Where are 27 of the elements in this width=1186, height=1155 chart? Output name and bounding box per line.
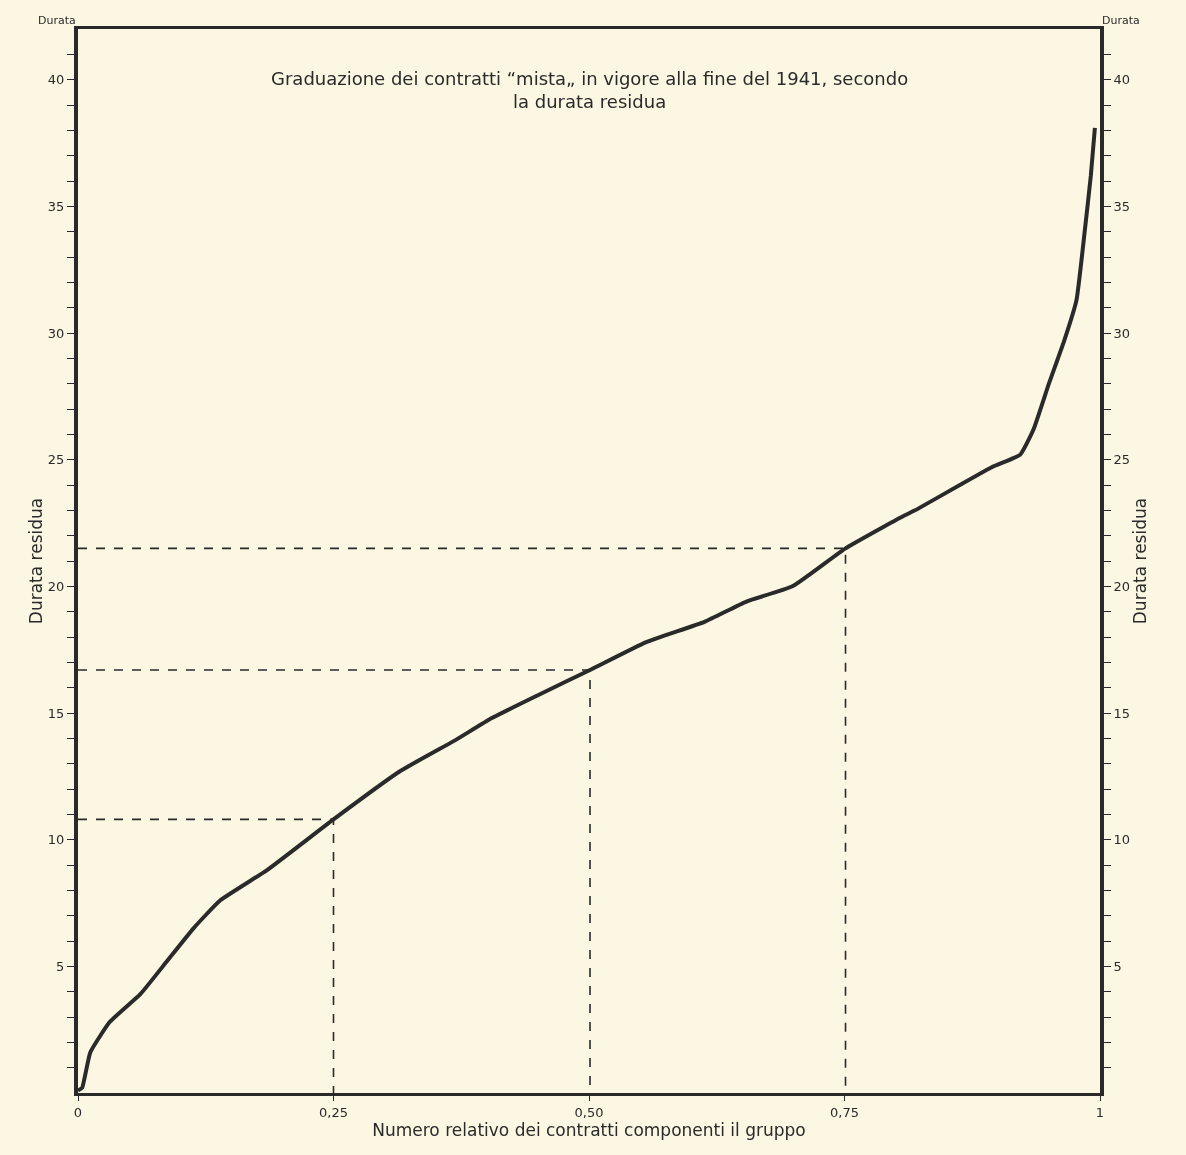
- y-tick-label: 5: [56, 958, 65, 974]
- y2-tick-label: 25: [1113, 452, 1131, 468]
- y2-tick-label: 40: [1113, 72, 1131, 88]
- y-tick-label: 10: [47, 832, 65, 848]
- y-tick-label: 35: [47, 198, 65, 214]
- y2-tick-label: 35: [1113, 198, 1131, 214]
- x-tick-label: 0,25: [319, 1104, 348, 1120]
- y-tick-label: 40: [47, 72, 65, 88]
- x-tick-label: 0: [73, 1104, 83, 1120]
- y2-tick-label: 15: [1113, 705, 1131, 721]
- y-tick-label: 30: [47, 325, 65, 341]
- y2-tick-label: 5: [1113, 958, 1122, 974]
- y2-axis-title: Durata residua: [1130, 497, 1151, 625]
- y2-tick-label: 20: [1113, 578, 1131, 594]
- y-tick-label: 20: [47, 578, 65, 594]
- y2-tick-label: 30: [1113, 325, 1131, 341]
- y-tick-label: 25: [47, 452, 65, 468]
- text: Graduazione dei contratti “mista„ in vigore alla fine del 1941, secondo la durata residua: [271, 68, 909, 113]
- x-axis-title: Numero relativo dei contratti componenti il gruppo: [372, 1119, 806, 1140]
- y2-tick-label: 10: [1113, 832, 1131, 848]
- text: Durata: [1102, 14, 1140, 27]
- x-tick-label: 0,75: [830, 1104, 859, 1120]
- text: Durata: [38, 14, 76, 27]
- x-tick-label: 0,50: [574, 1104, 604, 1120]
- y-tick-label: 15: [47, 705, 65, 721]
- y-axis-title: Durata residua: [25, 497, 46, 625]
- x-tick-label: 1: [1095, 1104, 1105, 1120]
